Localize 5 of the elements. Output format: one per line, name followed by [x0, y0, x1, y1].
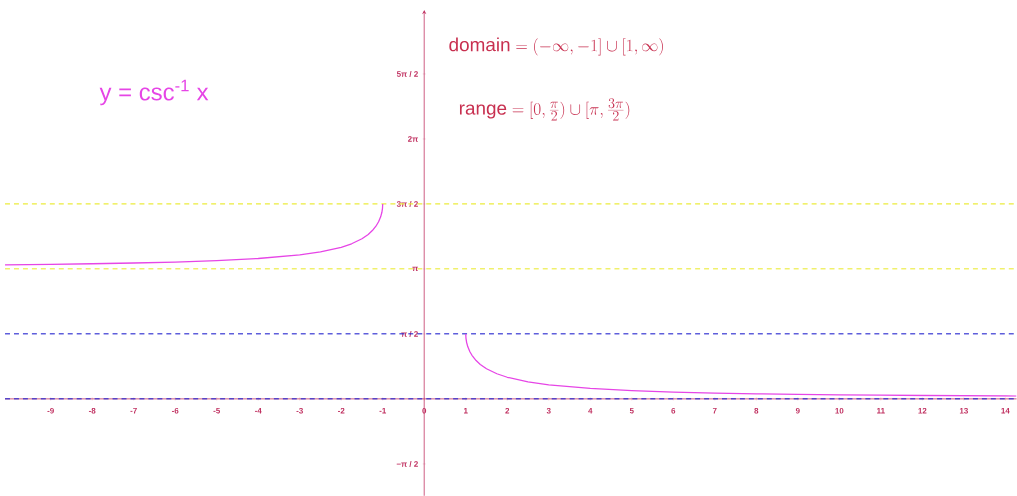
line-series [5, 203, 384, 266]
annotation: $\mathrm{domain} = (-\infty, -1] \cup [1, \infty)$ [449, 37, 663, 56]
annotation: $\mathrm{range} = [0, \frac{\pi}{2}) \cup [\pi, \frac{3\pi}{2})$ [459, 98, 630, 121]
line-series [465, 333, 1017, 397]
text: y = csc$^{-1}$ x [99, 79, 209, 106]
